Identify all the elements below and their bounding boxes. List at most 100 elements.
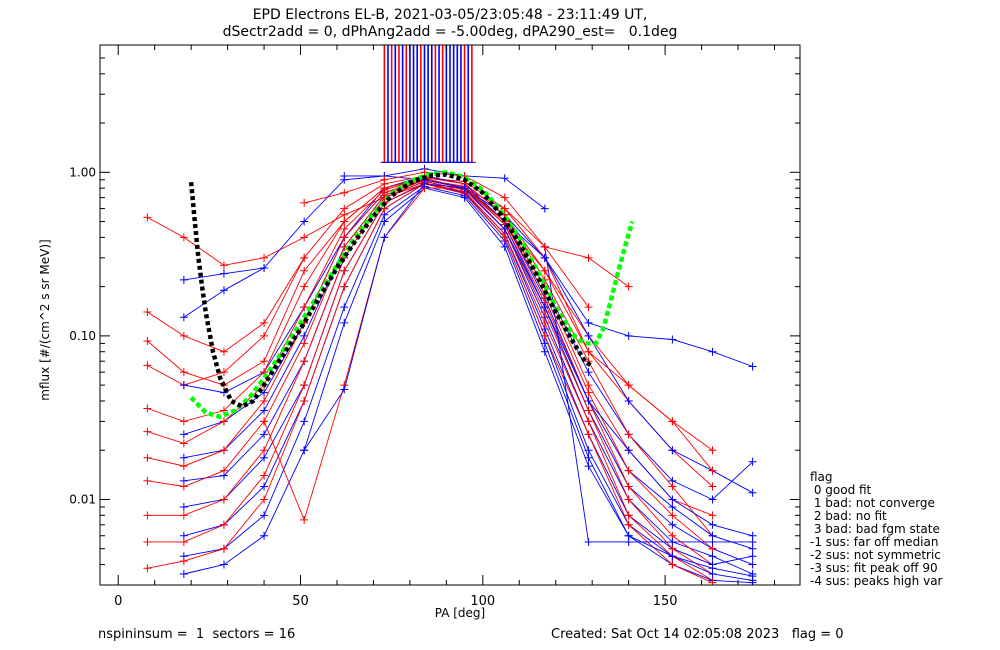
data-point: [624, 482, 633, 491]
legend-item: 2 bad: no fit: [810, 509, 887, 523]
pa-curve-blue: [183, 175, 753, 367]
data-point: [584, 303, 593, 312]
data-point: [260, 406, 269, 415]
data-point: [708, 482, 717, 491]
data-point: [340, 188, 349, 197]
data-point: [340, 303, 349, 312]
axes: 0 50 100 150 0.01 0.10 1.00: [69, 44, 801, 609]
plot-frame: [99, 44, 801, 586]
legend-item: -4 sus: peaks high var: [810, 574, 943, 588]
x-tick-label: 0: [114, 594, 122, 609]
data-point: [219, 520, 228, 529]
data-point: [748, 362, 757, 371]
data-point: [143, 361, 152, 370]
data-point: [219, 269, 228, 278]
data-point: [300, 233, 309, 242]
data-point: [668, 560, 677, 569]
data-point: [143, 404, 152, 413]
data-point: [219, 544, 228, 553]
data-point: [143, 564, 152, 573]
data-point: [300, 198, 309, 207]
data-point: [748, 457, 757, 466]
legend-item: 0 good fit: [810, 483, 872, 497]
data-point: [584, 381, 593, 390]
data-point: [540, 303, 549, 312]
data-point: [260, 471, 269, 480]
legend-item: -1 sus: far off median: [810, 535, 939, 549]
data-point: [540, 331, 549, 340]
x-axis-title: PA [deg]: [434, 606, 486, 620]
pa-curve-blue: [183, 187, 753, 577]
data-point: [143, 427, 152, 436]
data-point: [624, 381, 633, 390]
data-point: [624, 466, 633, 475]
data-point: [668, 552, 677, 561]
data-point: [260, 482, 269, 491]
data-point: [748, 572, 757, 581]
data-point: [584, 331, 593, 340]
data-point: [219, 495, 228, 504]
data-point: [300, 339, 309, 348]
data-point: [300, 303, 309, 312]
data-point: [219, 261, 228, 270]
data-point: [260, 318, 269, 327]
data-point: [500, 193, 509, 202]
data-point: [708, 466, 717, 475]
data-point: [708, 446, 717, 455]
data-point: [668, 495, 677, 504]
data-point: [584, 462, 593, 471]
data-point: [179, 557, 188, 566]
data-point: [460, 184, 469, 193]
legend-item: 1 bad: not converge: [810, 496, 935, 510]
data-point: [540, 242, 549, 251]
data-point: [340, 385, 349, 394]
data-point: [708, 511, 717, 520]
data-point: [260, 331, 269, 340]
data-point: [584, 347, 593, 356]
data-point: [340, 318, 349, 327]
data-point: [300, 357, 309, 366]
pa-curve-red: [147, 177, 713, 516]
data-point: [584, 430, 593, 439]
y-tick-label: 0.01: [69, 492, 96, 506]
data-point: [179, 430, 188, 439]
data-point: [500, 233, 509, 242]
data-point: [540, 204, 549, 213]
data-point: [179, 502, 188, 511]
data-point: [340, 171, 349, 180]
data-point: [748, 552, 757, 561]
data-point: [748, 488, 757, 497]
data-point: [260, 253, 269, 262]
data-point: [668, 544, 677, 553]
data-point: [179, 462, 188, 471]
data-point: [179, 537, 188, 546]
pa-curve-red: [147, 176, 713, 537]
data-point: [668, 511, 677, 520]
data-point: [340, 233, 349, 242]
footer-left-info: nspininsum = 1 sectors = 16: [98, 627, 296, 642]
data-point: [624, 495, 633, 504]
data-point: [708, 520, 717, 529]
data-point: [624, 446, 633, 455]
data-point: [668, 520, 677, 529]
data-point: [179, 417, 188, 426]
data-point: [179, 331, 188, 340]
data-point: [584, 537, 593, 546]
data-point: [260, 453, 269, 462]
data-point: [540, 266, 549, 275]
pa-curve-blue: [544, 246, 753, 543]
data-point: [500, 174, 509, 183]
y-tick-label: 1.00: [69, 165, 96, 179]
data-point: [584, 253, 593, 262]
legend-item: -2 sus: not symmetric: [810, 548, 941, 562]
data-point: [708, 347, 717, 356]
data-point: [708, 564, 717, 573]
data-point: [340, 282, 349, 291]
footer-right-info: Created: Sat Oct 14 02:05:08 2023 flag =…: [551, 627, 844, 642]
data-point: [300, 282, 309, 291]
data-point: [300, 217, 309, 226]
data-point: [300, 381, 309, 390]
data-point: [340, 225, 349, 234]
data-point: [179, 453, 188, 462]
data-point: [624, 520, 633, 529]
